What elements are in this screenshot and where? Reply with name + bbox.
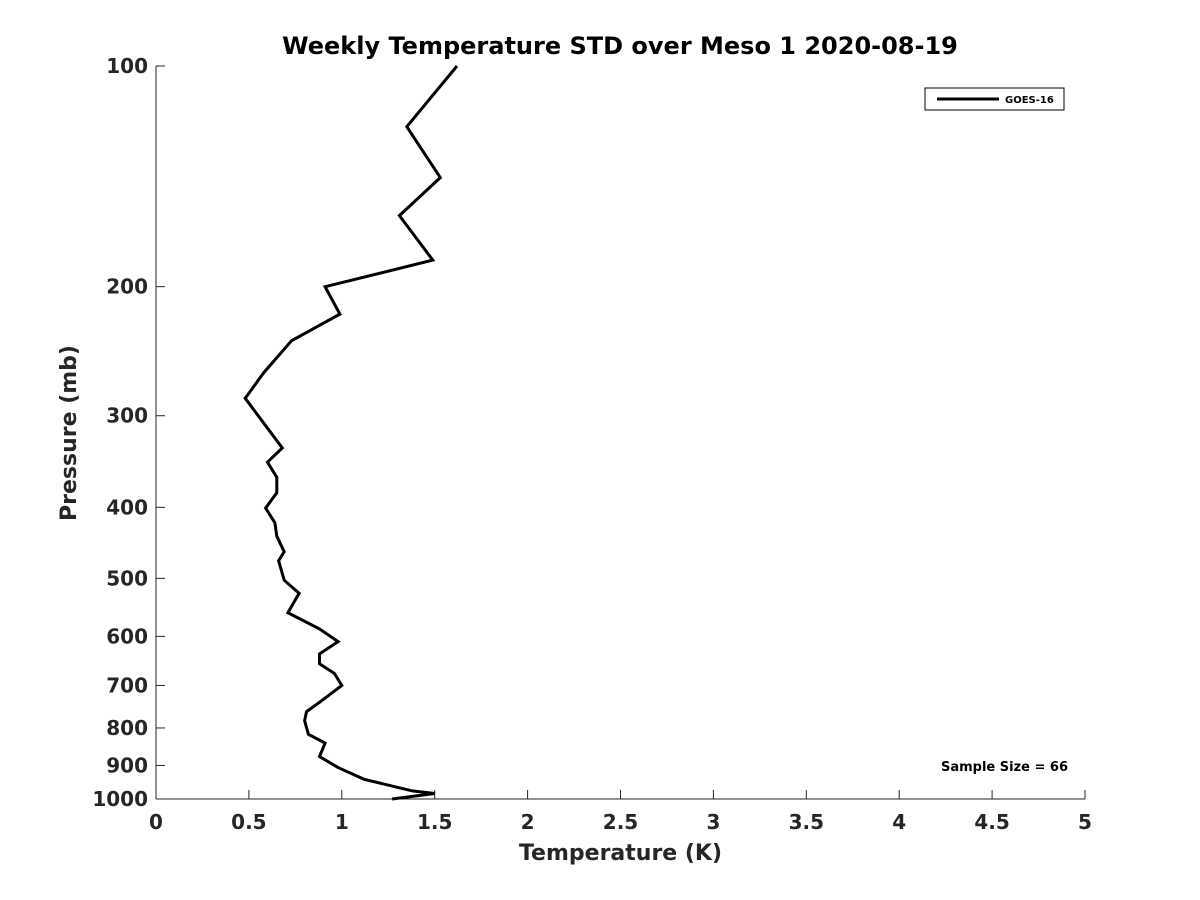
- x-tick-label: 0.5: [231, 810, 266, 834]
- y-axis-label: Pressure (mb): [57, 345, 82, 521]
- x-tick-label: 1: [335, 810, 349, 834]
- x-tick-label: 4: [892, 810, 906, 834]
- legend: GOES-16: [924, 87, 1065, 111]
- legend-label-goes-16: GOES-16: [1005, 95, 1054, 106]
- y-tick-label: 700: [106, 673, 148, 697]
- y-tick-label: 800: [106, 716, 148, 740]
- x-tick-label: 2.5: [603, 810, 638, 834]
- x-axis-label: Temperature (K): [519, 841, 722, 866]
- x-tick-label: 4.5: [974, 810, 1009, 834]
- chart-title: Weekly Temperature STD over Meso 1 2020-…: [282, 32, 958, 60]
- plot-series: [243, 65, 459, 801]
- sample-size-annotation: Sample Size = 66: [941, 760, 1068, 775]
- y-tick-label: 600: [106, 624, 148, 648]
- x-tick-label: 0: [149, 810, 163, 834]
- x-tick-label: 5: [1078, 810, 1092, 834]
- series-line-goes-16: [243, 65, 459, 801]
- x-tick-label: 3.5: [789, 810, 824, 834]
- y-tick-label: 100: [106, 54, 148, 78]
- y-tick-label: 300: [106, 404, 148, 428]
- y-tick-label: 900: [106, 753, 148, 777]
- x-tick-label: 2: [521, 810, 535, 834]
- y-axis: 100 200 300 400 500 600 700 800 900 1000: [92, 54, 165, 811]
- y-tick-label: 400: [106, 495, 148, 519]
- x-tick-label: 3: [706, 810, 720, 834]
- x-axis: 0 0.5 1 1.5 2 2.5 3 3.5 4 4.5 5: [149, 790, 1092, 834]
- y-tick-label: 1000: [92, 787, 148, 811]
- y-tick-label: 200: [106, 275, 148, 299]
- y-tick-label: 500: [106, 566, 148, 590]
- x-tick-label: 1.5: [417, 810, 452, 834]
